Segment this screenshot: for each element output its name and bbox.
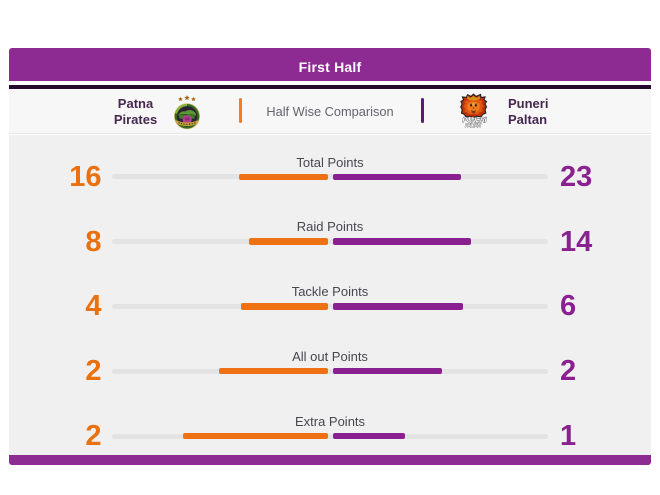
svg-text:PALTAN: PALTAN — [464, 123, 481, 129]
svg-text:PUNERI: PUNERI — [462, 117, 487, 124]
